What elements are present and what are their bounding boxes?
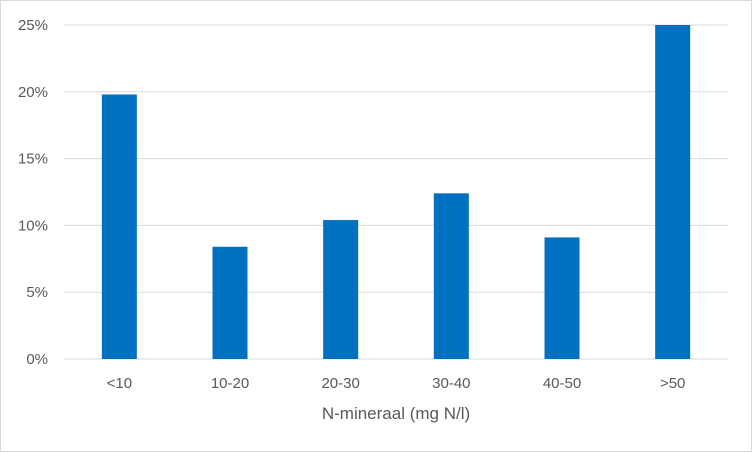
bar: [655, 25, 691, 359]
y-tick-label: 25%: [18, 17, 48, 34]
gridlines: [64, 24, 728, 360]
x-tick-label: 30-40: [432, 375, 470, 392]
y-tick-label: 20%: [18, 84, 48, 101]
x-tick-label: 20-30: [321, 375, 359, 392]
x-tick-label: >50: [660, 375, 685, 392]
bar: [544, 237, 580, 359]
x-axis-title: N-mineraal (mg N/l): [322, 404, 470, 423]
y-axis-tick-labels: 0% 5% 10% 15% 20% 25%: [18, 17, 48, 368]
y-tick-label: 5%: [26, 284, 48, 301]
x-tick-label: 40-50: [543, 375, 581, 392]
bar: [212, 246, 248, 359]
bar: [323, 220, 359, 359]
bar: [101, 94, 137, 360]
x-tick-label: <10: [107, 375, 132, 392]
bar: [433, 193, 469, 359]
y-tick-label: 0%: [26, 351, 48, 368]
y-tick-label: 10%: [18, 217, 48, 234]
x-axis-tick-labels: <10 10-20 20-30 30-40 40-50 >50: [107, 375, 686, 392]
y-tick-label: 15%: [18, 151, 48, 168]
x-tick-label: 10-20: [211, 375, 249, 392]
bars: [101, 25, 691, 360]
